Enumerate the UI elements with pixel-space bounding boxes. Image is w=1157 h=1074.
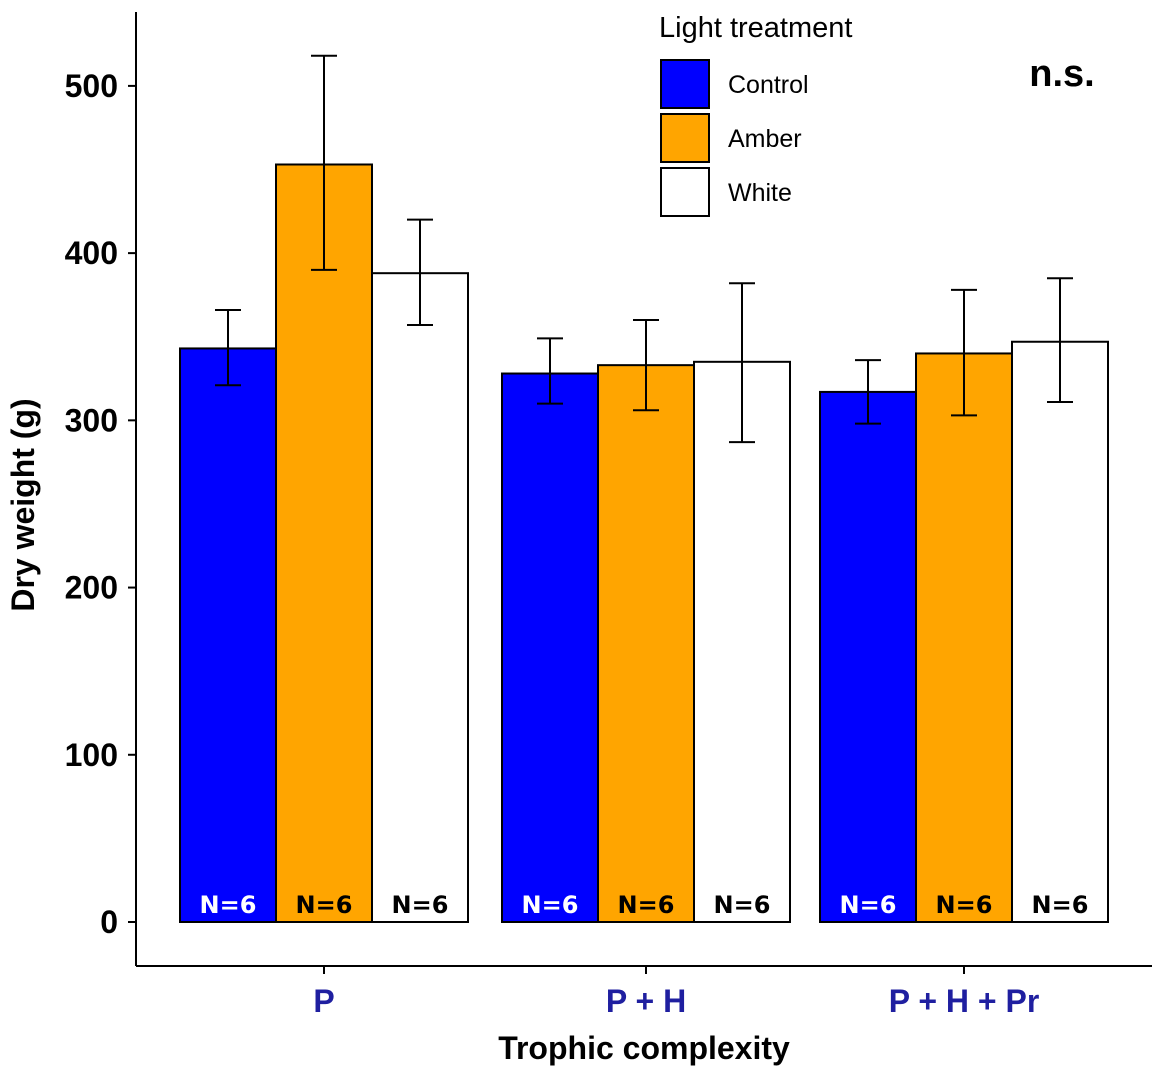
- n-label: N=6: [618, 891, 675, 919]
- bar-amber: [915, 352, 1013, 923]
- legend-label-white: White: [728, 179, 792, 207]
- legend: Light treatment Control Amber White: [659, 12, 852, 217]
- bar-white: [693, 360, 791, 923]
- bar-control: [501, 372, 599, 924]
- y-tick-label: 500: [65, 68, 118, 104]
- y-tick-label: 0: [100, 904, 118, 940]
- y-tick-label: 300: [65, 402, 118, 438]
- y-tick-label: 100: [65, 737, 118, 773]
- y-tick-label: 200: [65, 570, 118, 606]
- bar-white: [371, 272, 469, 923]
- legend-label-amber: Amber: [728, 125, 802, 153]
- n-label: N=6: [296, 891, 353, 919]
- x-category-label: P + H: [606, 983, 686, 1019]
- n-label: N=6: [1032, 891, 1089, 919]
- x-ticks: P P + H P + H + Pr: [313, 966, 1039, 1019]
- n-label: N=6: [392, 891, 449, 919]
- y-axis-title: Dry weight (g): [5, 398, 41, 611]
- bar-control: [819, 390, 917, 923]
- axes: [135, 12, 1152, 967]
- bar-amber: [275, 163, 373, 923]
- bar-amber: [597, 364, 695, 923]
- bar-white: [1011, 340, 1109, 924]
- legend-swatch-control: [660, 59, 710, 109]
- n-label: N=6: [714, 891, 771, 919]
- y-ticks: 0 100 200 300 400 500: [65, 68, 136, 940]
- legend-label-control: Control: [728, 71, 809, 99]
- n-label: N=6: [522, 891, 579, 919]
- bars: N=6 N=6 N=6 N=6 N=6 N=6 N=6 N=6 N=6: [179, 54, 1109, 924]
- legend-title: Light treatment: [659, 12, 852, 44]
- n-label: N=6: [936, 891, 993, 919]
- x-category-label: P + H + Pr: [889, 983, 1040, 1019]
- bar-control: [179, 347, 277, 923]
- legend-swatch-white: [660, 167, 710, 217]
- x-category-label: P: [313, 983, 334, 1019]
- significance-annotation: n.s.: [1029, 53, 1094, 95]
- n-label: N=6: [840, 891, 897, 919]
- x-axis-title: Trophic complexity: [498, 1030, 790, 1066]
- y-tick-label: 400: [65, 235, 118, 271]
- legend-items: Control Amber White: [660, 59, 809, 217]
- n-label: N=6: [200, 891, 257, 919]
- legend-swatch-amber: [660, 113, 710, 163]
